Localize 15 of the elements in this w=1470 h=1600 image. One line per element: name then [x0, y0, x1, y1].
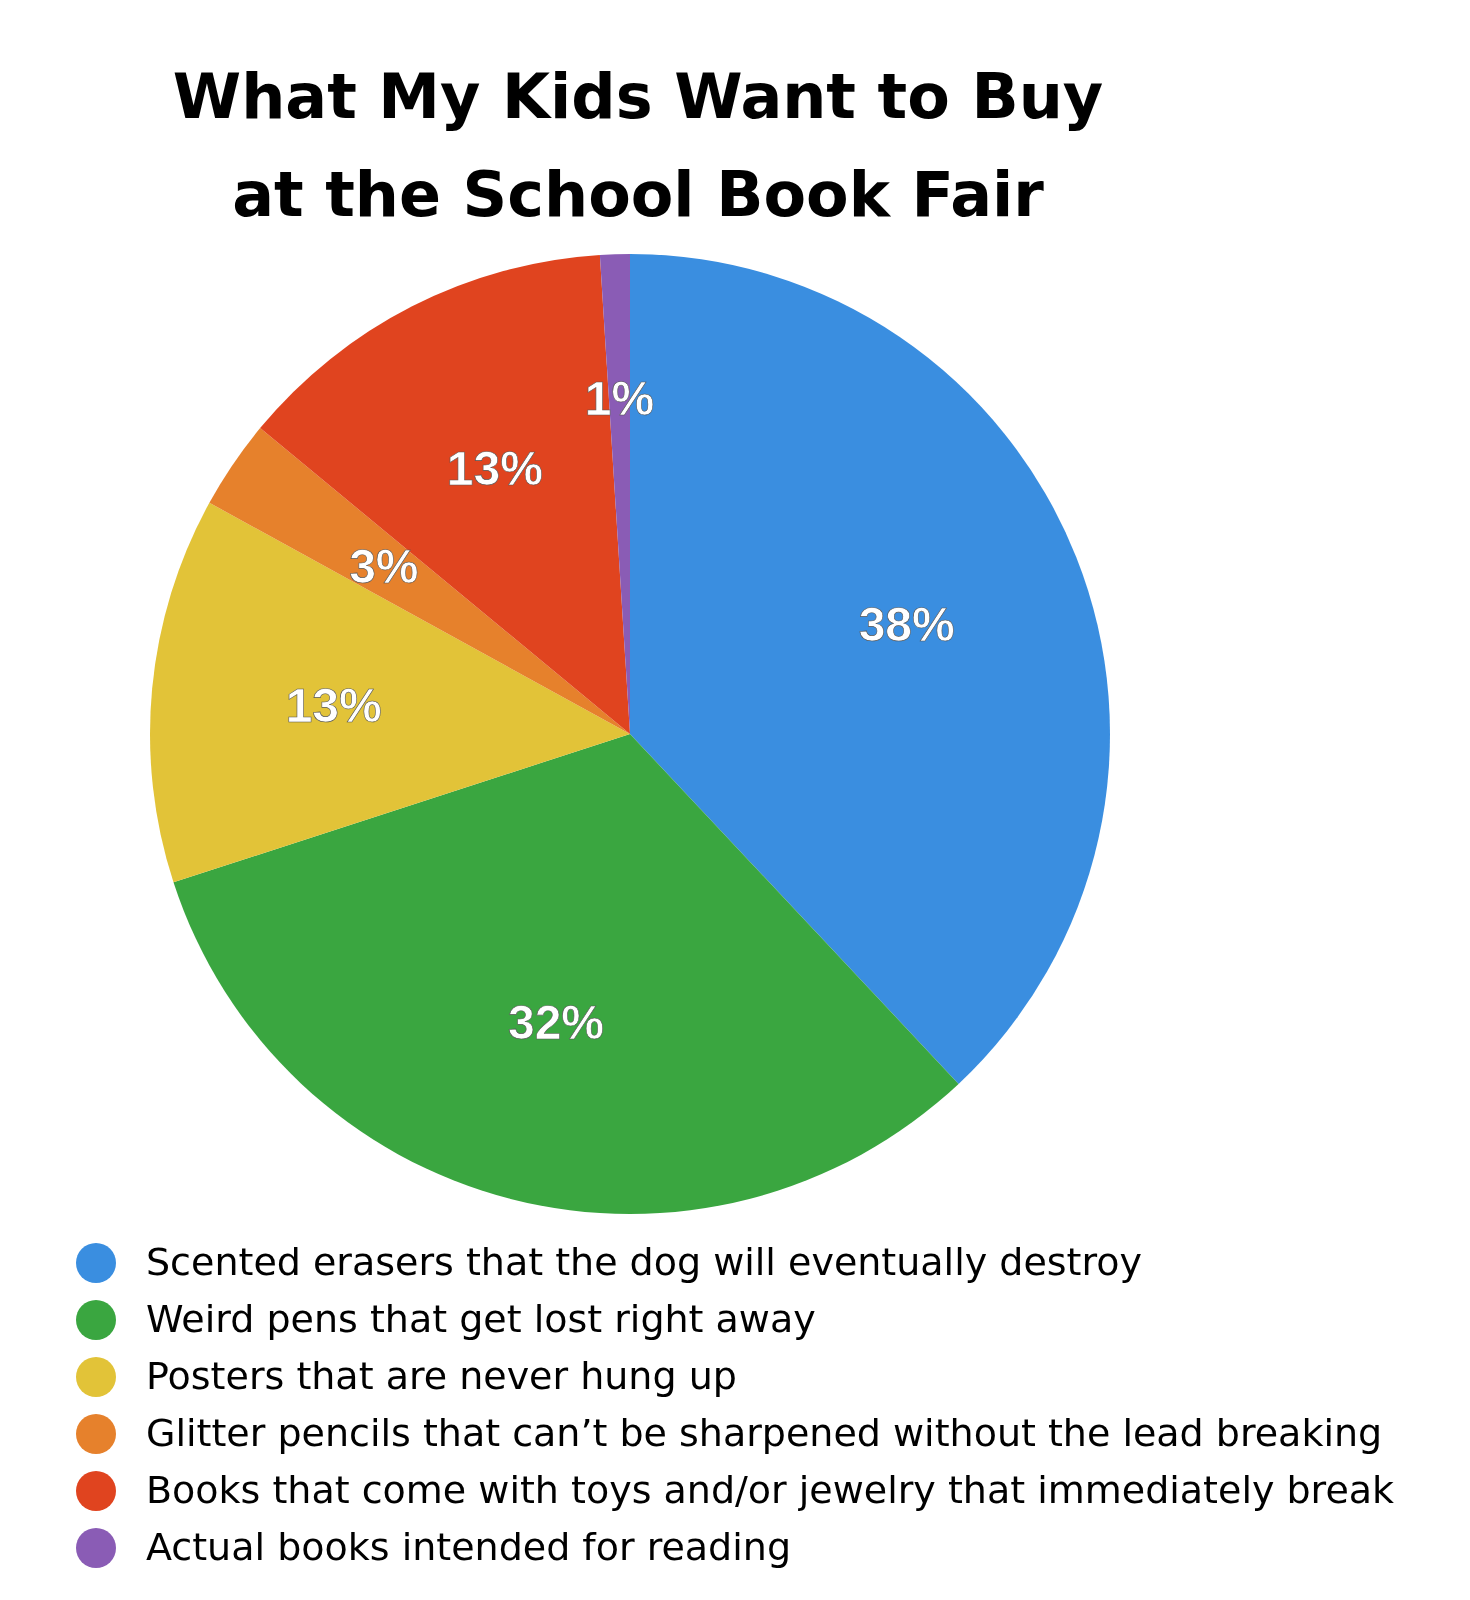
data-label: 13% — [285, 679, 382, 733]
data-label: 13% — [446, 442, 543, 496]
chart-title: What My Kids Want to Buy at the School Book Fair — [171, 59, 1105, 233]
legend-label: Weird pens that get lost right away — [146, 1296, 816, 1343]
legend-label: Glitter pencils that can’t be sharpened without the lead breaking — [146, 1410, 1383, 1457]
legend-label: Books that come with toys and/or jewelry that immediately break — [146, 1467, 1395, 1514]
pie-slice — [173, 734, 959, 1214]
pie-slice — [209, 428, 630, 734]
pie-slice — [150, 502, 630, 883]
data-label: 32% — [507, 995, 605, 1049]
data-label: 3% — [349, 540, 419, 594]
data-label: 38% — [858, 597, 955, 651]
legend-label: Actual books intended for reading — [146, 1524, 791, 1571]
legend-label: Scented erasers that the dog will eventually destroy — [146, 1239, 1143, 1286]
legend-label: Posters that are never hung up — [146, 1353, 737, 1400]
